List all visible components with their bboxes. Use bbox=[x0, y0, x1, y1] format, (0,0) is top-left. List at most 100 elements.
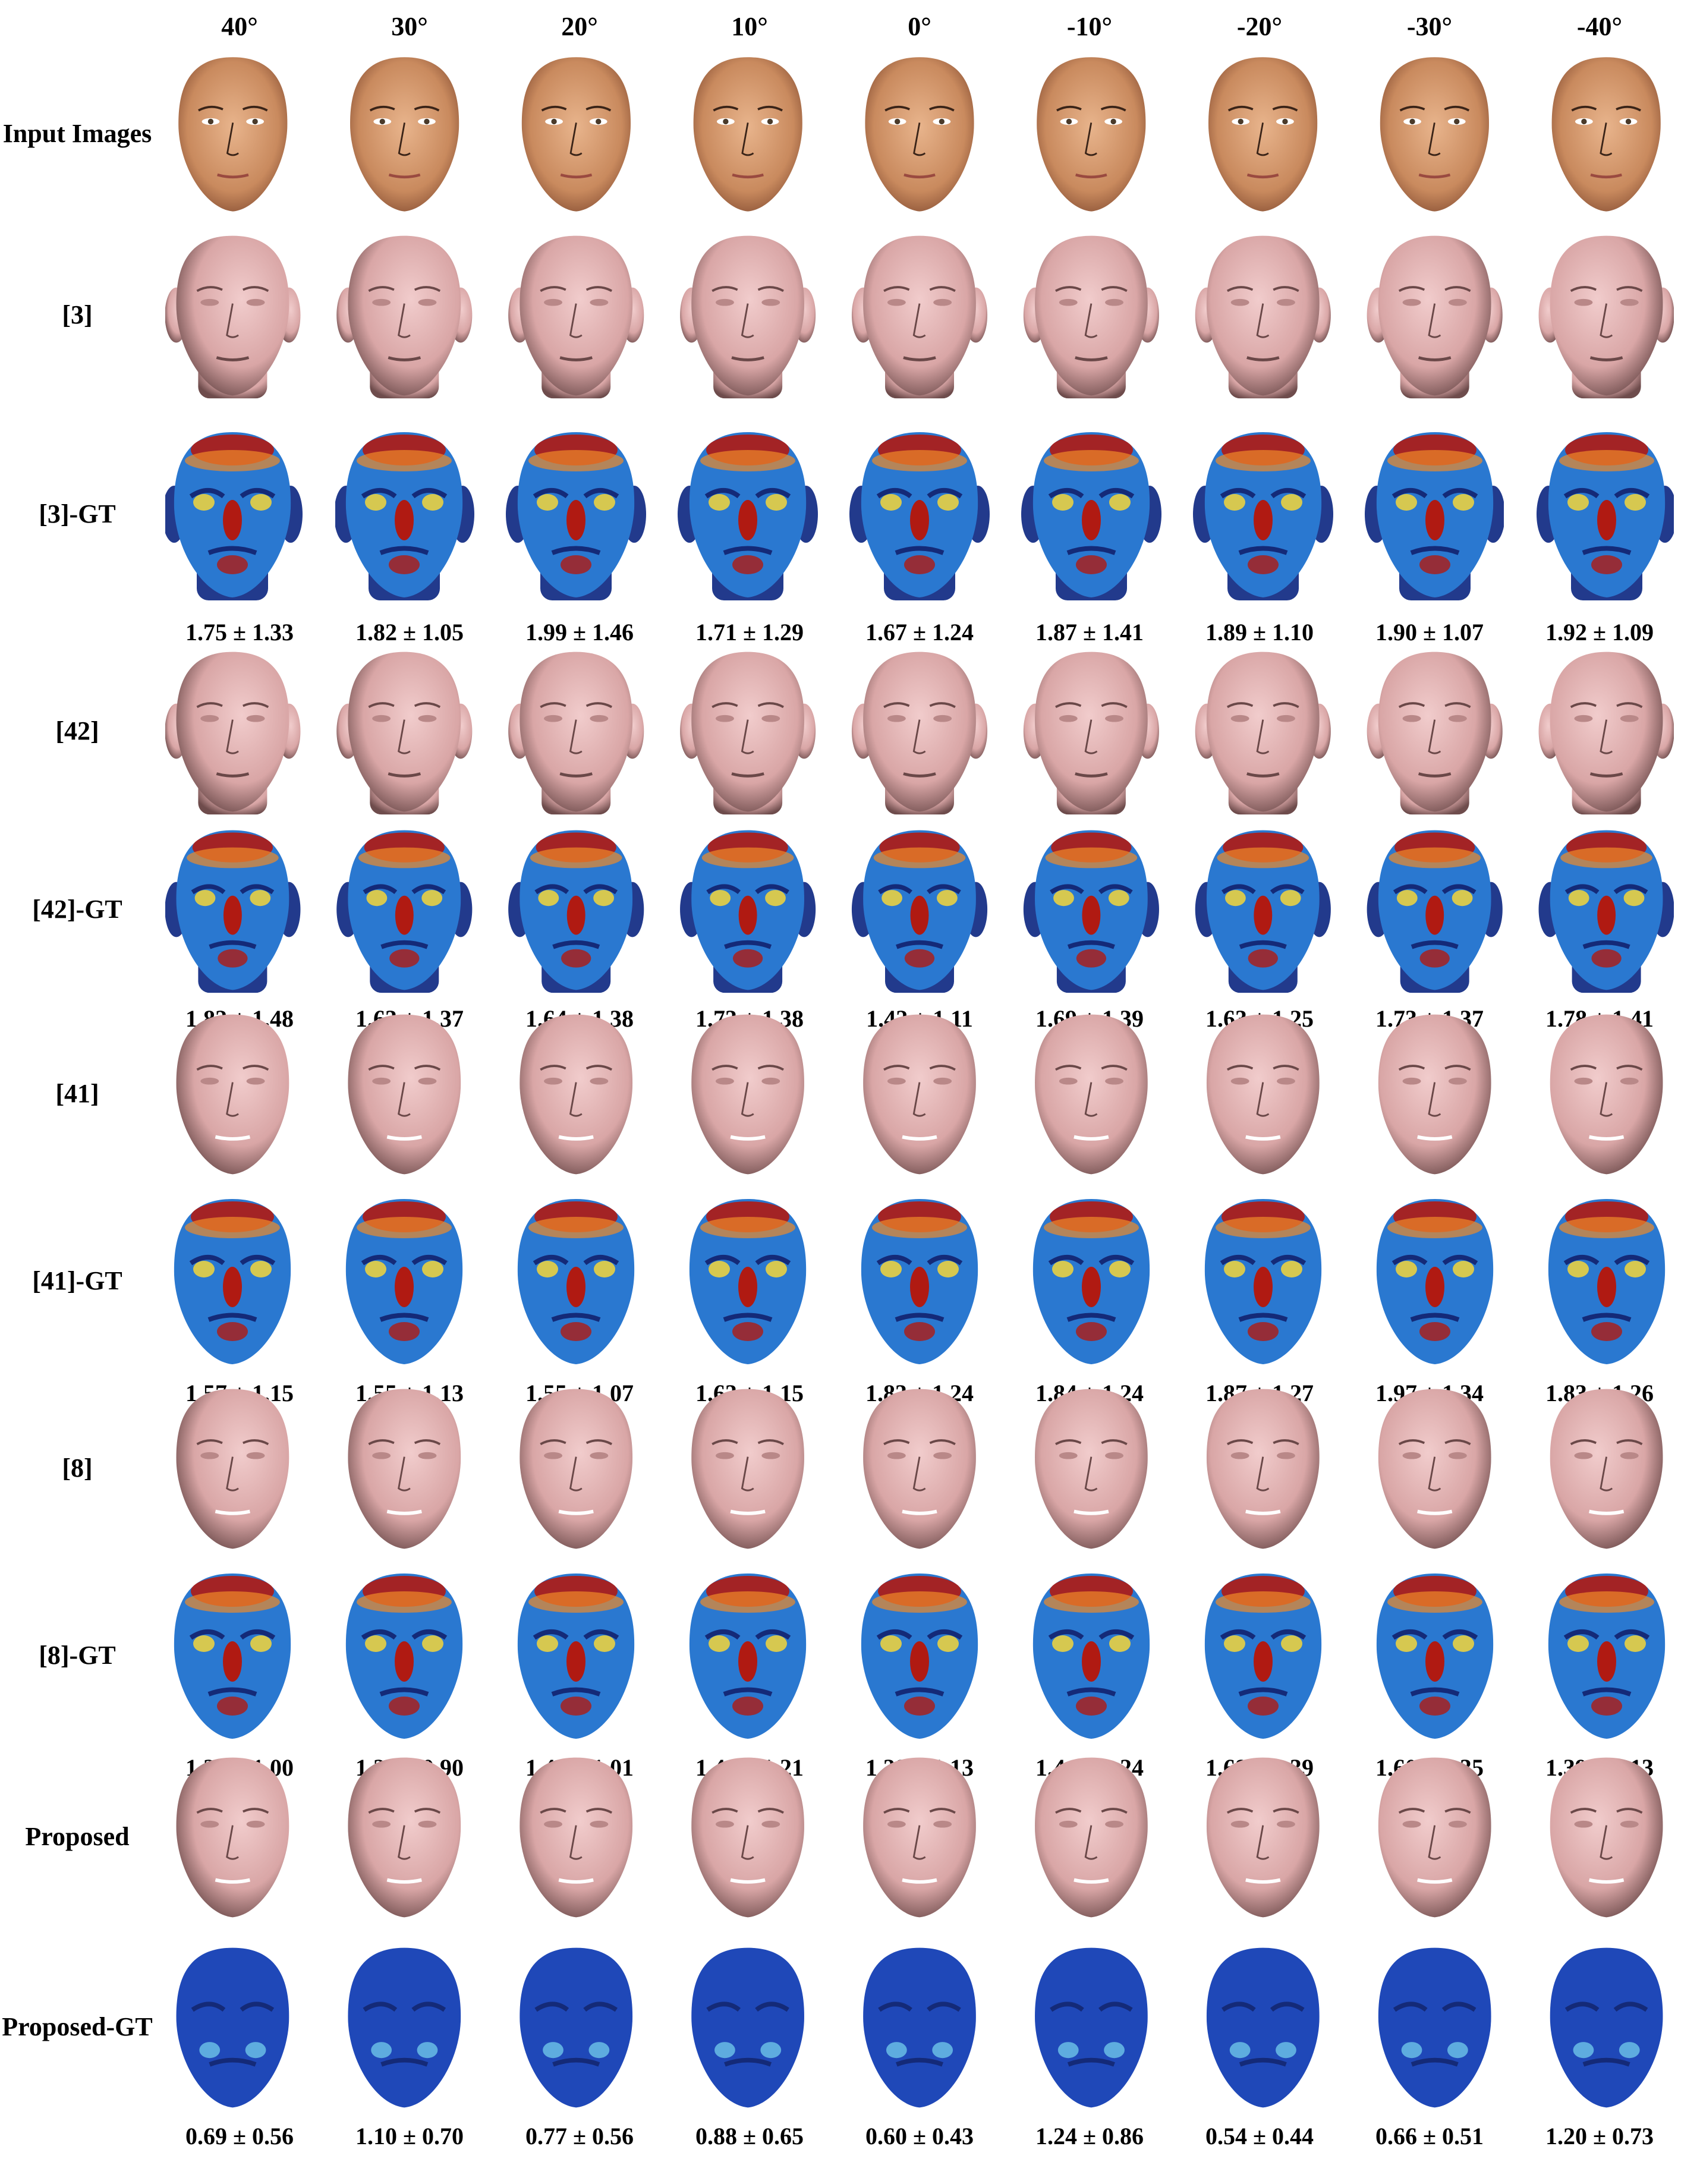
face-render bbox=[508, 235, 644, 399]
face-cell bbox=[665, 1189, 835, 1373]
face-cell bbox=[1515, 642, 1685, 820]
face-cell bbox=[835, 1938, 1005, 2116]
face-render bbox=[863, 1757, 976, 1918]
face-render bbox=[1367, 652, 1503, 815]
face-cell bbox=[495, 226, 665, 404]
face-cell bbox=[155, 1379, 325, 1557]
face-render bbox=[1035, 1757, 1148, 1918]
face-cell bbox=[1515, 1189, 1685, 1373]
face-cell bbox=[1345, 1005, 1515, 1183]
face-render bbox=[165, 432, 303, 600]
angle-header: -30° bbox=[1406, 12, 1453, 41]
face-cell bbox=[1005, 1563, 1175, 1748]
face-cell bbox=[1345, 1938, 1515, 2116]
face-render bbox=[1035, 1014, 1148, 1175]
face-cell bbox=[1515, 1748, 1685, 1926]
face-render bbox=[517, 1199, 635, 1364]
face-render bbox=[348, 1757, 461, 1918]
face-render bbox=[1550, 1014, 1663, 1175]
face-render bbox=[1548, 1574, 1666, 1739]
face-cell bbox=[325, 416, 495, 612]
row-label: Input Images bbox=[2, 118, 152, 148]
face-render bbox=[178, 57, 288, 212]
face-cell bbox=[1175, 1563, 1345, 1748]
face-render bbox=[165, 830, 301, 993]
face-cell bbox=[1345, 1748, 1515, 1926]
face-render bbox=[863, 1389, 976, 1549]
face-cell bbox=[665, 642, 835, 820]
face-render bbox=[1206, 1947, 1320, 2108]
error-stat: 0.66 ± 0.51 bbox=[1375, 2123, 1484, 2150]
face-render bbox=[1035, 1389, 1148, 1549]
row-label: [3]-GT bbox=[39, 499, 116, 528]
face-cell bbox=[1345, 226, 1515, 404]
face-render bbox=[691, 1014, 804, 1175]
face-cell bbox=[325, 226, 495, 404]
face-render bbox=[174, 1574, 291, 1739]
face-cell bbox=[325, 1379, 495, 1557]
face-render bbox=[1023, 652, 1159, 815]
face-cell bbox=[1515, 1379, 1685, 1557]
face-cell bbox=[495, 1938, 665, 2116]
face-render bbox=[1037, 57, 1146, 212]
face-cell bbox=[665, 1005, 835, 1183]
face-cell bbox=[495, 416, 665, 612]
face-render bbox=[863, 1947, 976, 2108]
face-cell bbox=[1515, 416, 1685, 612]
face-cell bbox=[835, 1563, 1005, 1748]
face-render bbox=[1035, 1947, 1148, 2108]
face-cell bbox=[325, 1189, 495, 1373]
face-cell bbox=[495, 1379, 665, 1557]
face-cell bbox=[1175, 226, 1345, 404]
face-render bbox=[1032, 1574, 1150, 1739]
face-render bbox=[520, 1389, 633, 1549]
error-stat: 1.20 ± 0.73 bbox=[1545, 2123, 1654, 2150]
row-label: [3] bbox=[62, 300, 93, 329]
face-render bbox=[345, 1199, 463, 1364]
face-render bbox=[1380, 57, 1489, 212]
error-stat: 1.87 ± 1.41 bbox=[1035, 619, 1144, 646]
error-stat: 0.88 ± 0.65 bbox=[695, 2123, 804, 2150]
row-label: Proposed bbox=[25, 1821, 130, 1851]
error-stat: 1.90 ± 1.07 bbox=[1375, 619, 1484, 646]
face-render bbox=[680, 235, 816, 399]
face-render bbox=[1538, 830, 1674, 993]
face-render bbox=[520, 1757, 633, 1918]
face-cell bbox=[1005, 226, 1175, 404]
face-render bbox=[335, 432, 474, 600]
face-cell bbox=[495, 48, 665, 220]
face-cell bbox=[1345, 1563, 1515, 1748]
face-cell bbox=[665, 1938, 835, 2116]
face-render bbox=[1378, 1757, 1491, 1918]
face-render bbox=[1538, 235, 1674, 399]
face-cell bbox=[665, 820, 835, 999]
face-render bbox=[176, 1014, 289, 1175]
face-render bbox=[1193, 432, 1333, 600]
face-render bbox=[680, 652, 816, 815]
face-render bbox=[1548, 1199, 1666, 1364]
face-render bbox=[336, 235, 473, 399]
face-cell bbox=[1175, 1005, 1345, 1183]
error-stat: 1.82 ± 1.05 bbox=[355, 619, 464, 646]
face-render bbox=[861, 1574, 978, 1739]
face-render bbox=[691, 1389, 804, 1549]
face-render bbox=[1023, 830, 1159, 993]
face-render bbox=[1550, 1757, 1663, 1918]
face-render bbox=[1376, 1574, 1494, 1739]
row-label: [8]-GT bbox=[39, 1640, 116, 1670]
face-render bbox=[1550, 1389, 1663, 1549]
face-render bbox=[1021, 432, 1161, 600]
face-cell bbox=[835, 1748, 1005, 1926]
face-cell bbox=[325, 1748, 495, 1926]
face-cell bbox=[325, 48, 495, 220]
face-render bbox=[520, 1014, 633, 1175]
face-cell bbox=[495, 1563, 665, 1748]
angle-header: 0° bbox=[908, 12, 931, 41]
face-render bbox=[1378, 1389, 1491, 1549]
face-render bbox=[176, 1947, 289, 2108]
face-cell bbox=[155, 1563, 325, 1748]
face-cell bbox=[495, 642, 665, 820]
face-render bbox=[1195, 235, 1331, 399]
row-label: Proposed-GT bbox=[2, 2012, 153, 2041]
